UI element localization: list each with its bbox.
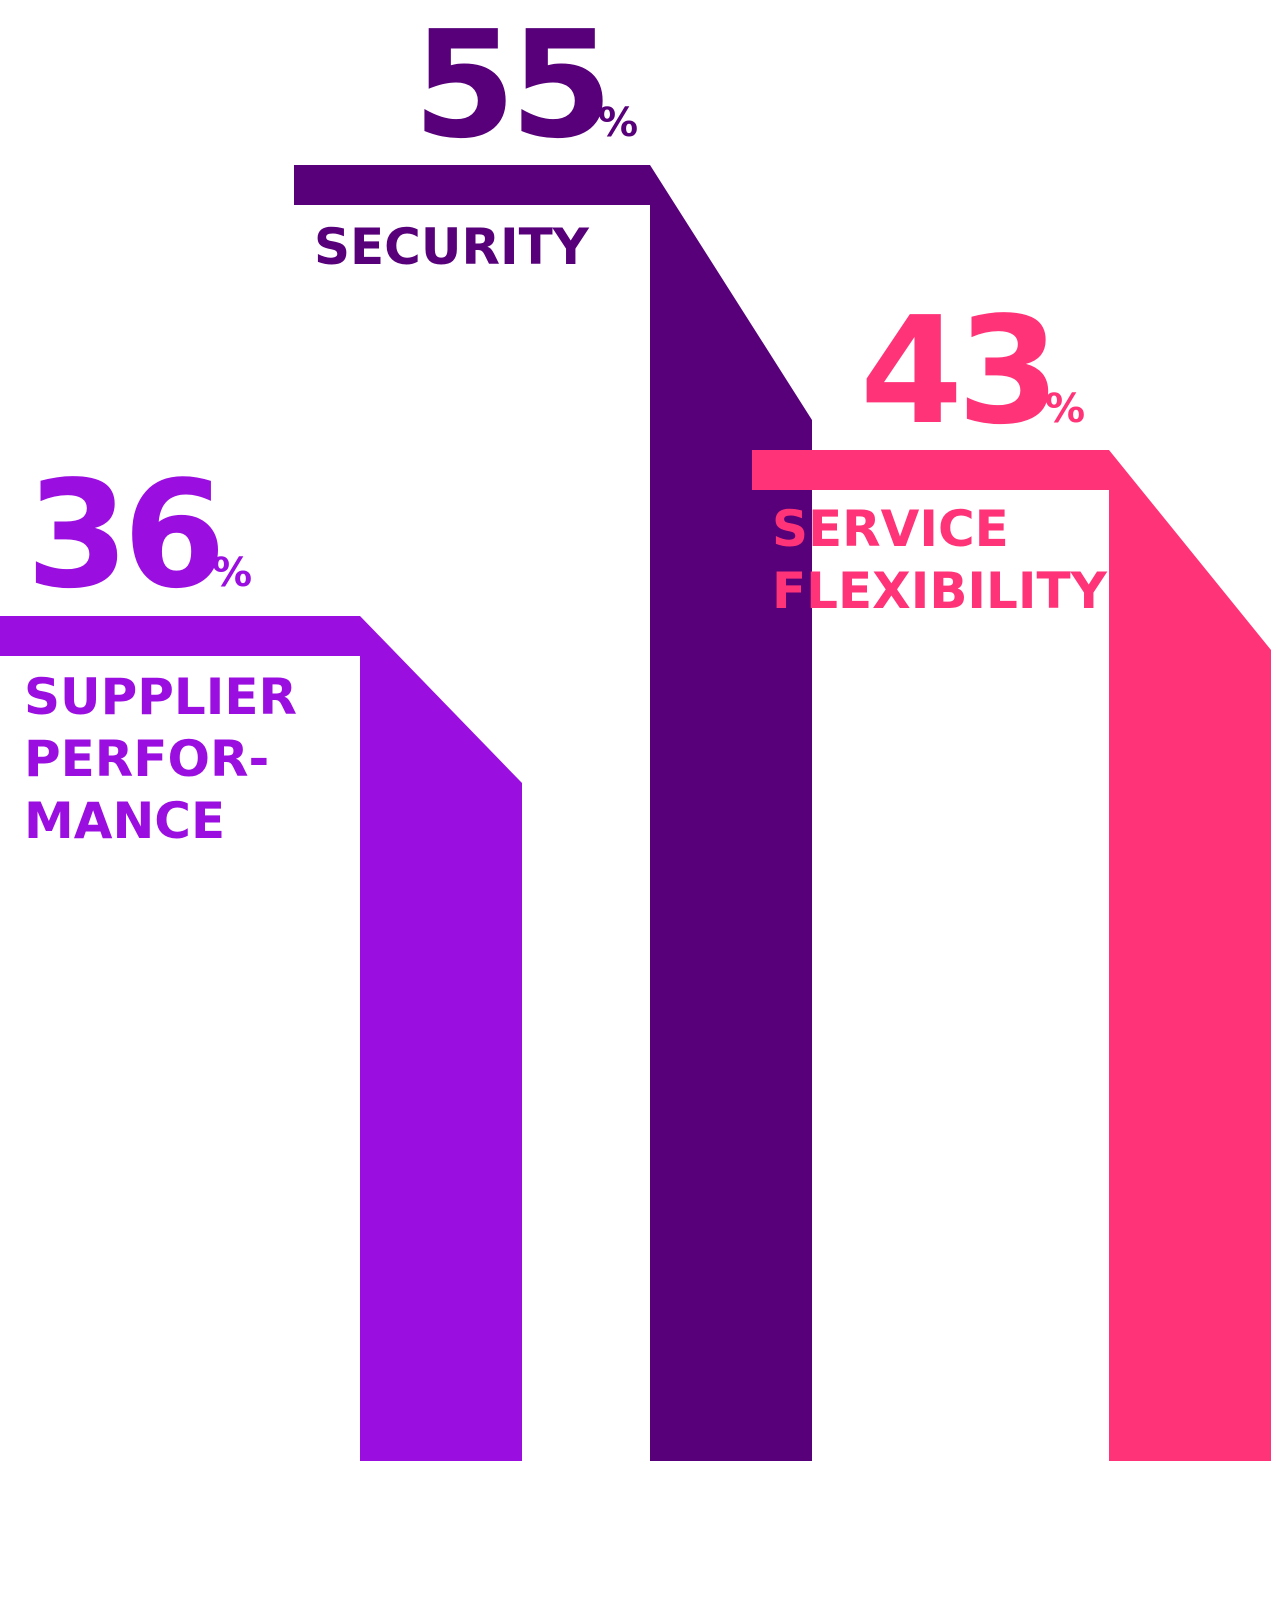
bar-unit: %: [1045, 386, 1085, 432]
bar-label-line-2: PERFOR-: [24, 730, 269, 788]
bar-value: 36: [26, 449, 220, 621]
bar-unit: %: [212, 550, 252, 596]
bar-shape: [0, 616, 522, 1461]
bar-label-line-3: MANCE: [24, 792, 225, 850]
bar-label-line-1: SECURITY: [314, 218, 590, 276]
bar-label-line-1: SERVICE: [772, 500, 1009, 558]
bar-value: 43: [860, 285, 1054, 457]
bar-shape: [294, 165, 812, 1461]
bar-shape: [752, 450, 1271, 1461]
bar-2: 55 % SECURITY: [294, 0, 812, 1461]
bar-1: 36 % SUPPLIER PERFOR- MANCE: [0, 449, 522, 1461]
bar-unit: %: [598, 100, 638, 146]
bar-label-line-1: SUPPLIER: [24, 668, 297, 726]
bar-value: 55: [413, 0, 607, 171]
bar-label-line-2: FLEXIBILITY: [772, 562, 1108, 620]
bar-3: 43 % SERVICE FLEXIBILITY: [752, 285, 1271, 1461]
